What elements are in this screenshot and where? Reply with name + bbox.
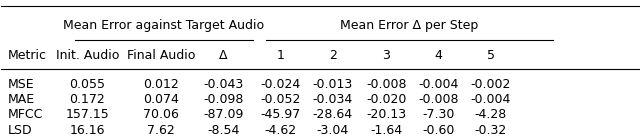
Text: -0.052: -0.052 [260, 93, 301, 106]
Text: 0.172: 0.172 [70, 93, 106, 106]
Text: LSD: LSD [8, 124, 33, 137]
Text: -0.004: -0.004 [470, 93, 511, 106]
Text: 0.055: 0.055 [69, 78, 106, 91]
Text: 0.074: 0.074 [143, 93, 179, 106]
Text: MFCC: MFCC [8, 108, 43, 121]
Text: -0.008: -0.008 [419, 93, 459, 106]
Text: 3: 3 [382, 49, 390, 62]
Text: MAE: MAE [8, 93, 35, 106]
Text: -3.04: -3.04 [317, 124, 349, 137]
Text: 0.012: 0.012 [143, 78, 179, 91]
Text: -0.024: -0.024 [260, 78, 301, 91]
Text: 157.15: 157.15 [65, 108, 109, 121]
Text: -0.32: -0.32 [475, 124, 507, 137]
Text: 2: 2 [329, 49, 337, 62]
Text: -0.002: -0.002 [470, 78, 511, 91]
Text: -4.62: -4.62 [264, 124, 296, 137]
Text: -0.60: -0.60 [422, 124, 454, 137]
Text: -0.043: -0.043 [203, 78, 243, 91]
Text: -1.64: -1.64 [370, 124, 403, 137]
Text: Δ: Δ [219, 49, 227, 62]
Text: 7.62: 7.62 [147, 124, 175, 137]
Text: -4.28: -4.28 [475, 108, 507, 121]
Text: -0.098: -0.098 [203, 93, 243, 106]
Text: Mean Error Δ per Step: Mean Error Δ per Step [340, 18, 478, 32]
Text: 1: 1 [276, 49, 284, 62]
Text: Final Audio: Final Audio [127, 49, 195, 62]
Text: Init. Audio: Init. Audio [56, 49, 119, 62]
Text: -20.13: -20.13 [366, 108, 406, 121]
Text: 5: 5 [487, 49, 495, 62]
Text: -28.64: -28.64 [313, 108, 353, 121]
Text: Metric: Metric [8, 49, 47, 62]
Text: -0.020: -0.020 [366, 93, 406, 106]
Text: -0.013: -0.013 [312, 78, 353, 91]
Text: 16.16: 16.16 [70, 124, 105, 137]
Text: -0.008: -0.008 [366, 78, 406, 91]
Text: -0.034: -0.034 [312, 93, 353, 106]
Text: Mean Error against Target Audio: Mean Error against Target Audio [63, 18, 264, 32]
Text: -0.004: -0.004 [419, 78, 459, 91]
Text: 70.06: 70.06 [143, 108, 179, 121]
Text: -87.09: -87.09 [203, 108, 243, 121]
Text: -7.30: -7.30 [422, 108, 454, 121]
Text: MSE: MSE [8, 78, 35, 91]
Text: -8.54: -8.54 [207, 124, 239, 137]
Text: 4: 4 [435, 49, 442, 62]
Text: -45.97: -45.97 [260, 108, 301, 121]
